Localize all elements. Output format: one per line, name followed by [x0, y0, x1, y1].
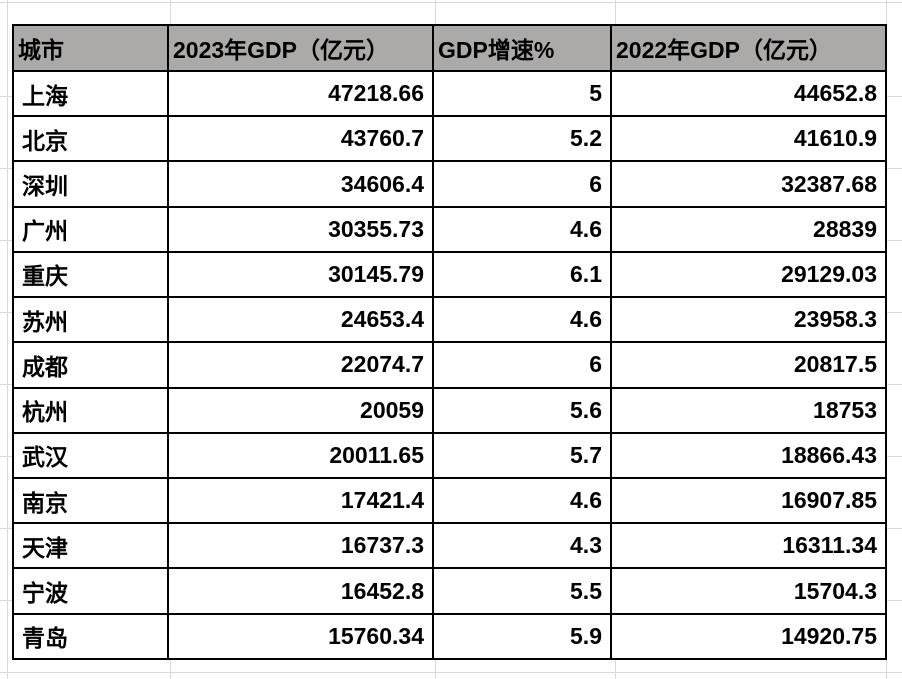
value-cell[interactable]: 41610.9	[610, 115, 887, 163]
table-row: 杭州 20059 5.6 18753	[12, 386, 887, 434]
table-row: 南京 17421.4 4.6 16907.85	[12, 476, 887, 525]
value-cell[interactable]: 5.6	[432, 386, 612, 434]
value-cell[interactable]: 5.9	[432, 612, 612, 661]
header-row: 城市 2023年GDP（亿元） GDP增速% 2022年GDP（亿元）	[12, 24, 887, 72]
table-row: 北京 43760.7 5.2 41610.9	[12, 115, 887, 163]
value-cell[interactable]: 47218.66	[167, 69, 434, 118]
table-row: 广州 30355.73 4.6 28839	[12, 205, 887, 253]
table-row: 上海 47218.66 5 44652.8	[12, 69, 887, 118]
city-cell[interactable]: 广州	[12, 205, 169, 253]
sheet-gridline-vertical	[7, 0, 8, 679]
value-cell[interactable]: 5	[432, 69, 612, 118]
city-cell[interactable]: 苏州	[12, 296, 169, 344]
city-cell[interactable]: 重庆	[12, 250, 169, 299]
value-cell[interactable]: 15760.34	[167, 612, 434, 661]
value-cell[interactable]: 20817.5	[610, 341, 887, 389]
value-cell[interactable]: 30355.73	[167, 205, 434, 253]
value-cell[interactable]: 28839	[610, 205, 887, 253]
city-gdp-table: 城市 2023年GDP（亿元） GDP增速% 2022年GDP（亿元） 上海 47…	[12, 24, 887, 661]
value-cell[interactable]: 14920.75	[610, 612, 887, 661]
value-cell[interactable]: 4.6	[432, 296, 612, 344]
value-cell[interactable]: 43760.7	[167, 115, 434, 163]
value-cell[interactable]: 32387.68	[610, 160, 887, 208]
value-cell[interactable]: 44652.8	[610, 69, 887, 118]
value-cell[interactable]: 16907.85	[610, 476, 887, 525]
value-cell[interactable]: 16737.3	[167, 522, 434, 570]
table-row: 苏州 24653.4 4.6 23958.3	[12, 296, 887, 344]
city-cell[interactable]: 天津	[12, 522, 169, 570]
city-cell[interactable]: 深圳	[12, 160, 169, 208]
table-row: 重庆 30145.79 6.1 29129.03	[12, 250, 887, 299]
value-cell[interactable]: 6.1	[432, 250, 612, 299]
table-body: 上海 47218.66 5 44652.8 北京 43760.7 5.2 41610.9 深圳 3…	[12, 69, 887, 661]
value-cell[interactable]: 15704.3	[610, 567, 887, 615]
header-cell-city[interactable]: 城市	[12, 24, 169, 72]
value-cell[interactable]: 24653.4	[167, 296, 434, 344]
city-cell[interactable]: 上海	[12, 69, 169, 118]
value-cell[interactable]: 20059	[167, 386, 434, 434]
table-row: 成都 22074.7 6 20817.5	[12, 341, 887, 389]
value-cell[interactable]: 4.6	[432, 205, 612, 253]
value-cell[interactable]: 18753	[610, 386, 887, 434]
value-cell[interactable]: 4.6	[432, 476, 612, 525]
value-cell[interactable]: 22074.7	[167, 341, 434, 389]
table-row: 天津 16737.3 4.3 16311.34	[12, 522, 887, 570]
value-cell[interactable]: 6	[432, 160, 612, 208]
header-cell-gdp-2023[interactable]: 2023年GDP（亿元）	[167, 24, 434, 72]
table-row: 深圳 34606.4 6 32387.68	[12, 160, 887, 208]
value-cell[interactable]: 5.2	[432, 115, 612, 163]
value-cell[interactable]: 5.5	[432, 567, 612, 615]
table-header: 城市 2023年GDP（亿元） GDP增速% 2022年GDP（亿元）	[12, 24, 887, 72]
sheet-gridline-horizontal	[0, 2, 902, 3]
value-cell[interactable]: 30145.79	[167, 250, 434, 299]
value-cell[interactable]: 5.7	[432, 431, 612, 479]
value-cell[interactable]: 4.3	[432, 522, 612, 570]
value-cell[interactable]: 16311.34	[610, 522, 887, 570]
city-cell[interactable]: 成都	[12, 341, 169, 389]
value-cell[interactable]: 16452.8	[167, 567, 434, 615]
city-cell[interactable]: 杭州	[12, 386, 169, 434]
table-row: 武汉 20011.65 5.7 18866.43	[12, 431, 887, 479]
value-cell[interactable]: 18866.43	[610, 431, 887, 479]
table-row: 宁波 16452.8 5.5 15704.3	[12, 567, 887, 615]
value-cell[interactable]: 20011.65	[167, 431, 434, 479]
city-cell[interactable]: 青岛	[12, 612, 169, 661]
city-cell[interactable]: 武汉	[12, 431, 169, 479]
city-cell[interactable]: 南京	[12, 476, 169, 525]
table-row: 青岛 15760.34 5.9 14920.75	[12, 612, 887, 661]
header-cell-gdp-2022[interactable]: 2022年GDP（亿元）	[610, 24, 887, 72]
value-cell[interactable]: 17421.4	[167, 476, 434, 525]
value-cell[interactable]: 6	[432, 341, 612, 389]
sheet-gridline-horizontal	[0, 672, 902, 673]
value-cell[interactable]: 23958.3	[610, 296, 887, 344]
value-cell[interactable]: 34606.4	[167, 160, 434, 208]
header-cell-growth[interactable]: GDP增速%	[432, 24, 612, 72]
city-cell[interactable]: 北京	[12, 115, 169, 163]
value-cell[interactable]: 29129.03	[610, 250, 887, 299]
city-cell[interactable]: 宁波	[12, 567, 169, 615]
